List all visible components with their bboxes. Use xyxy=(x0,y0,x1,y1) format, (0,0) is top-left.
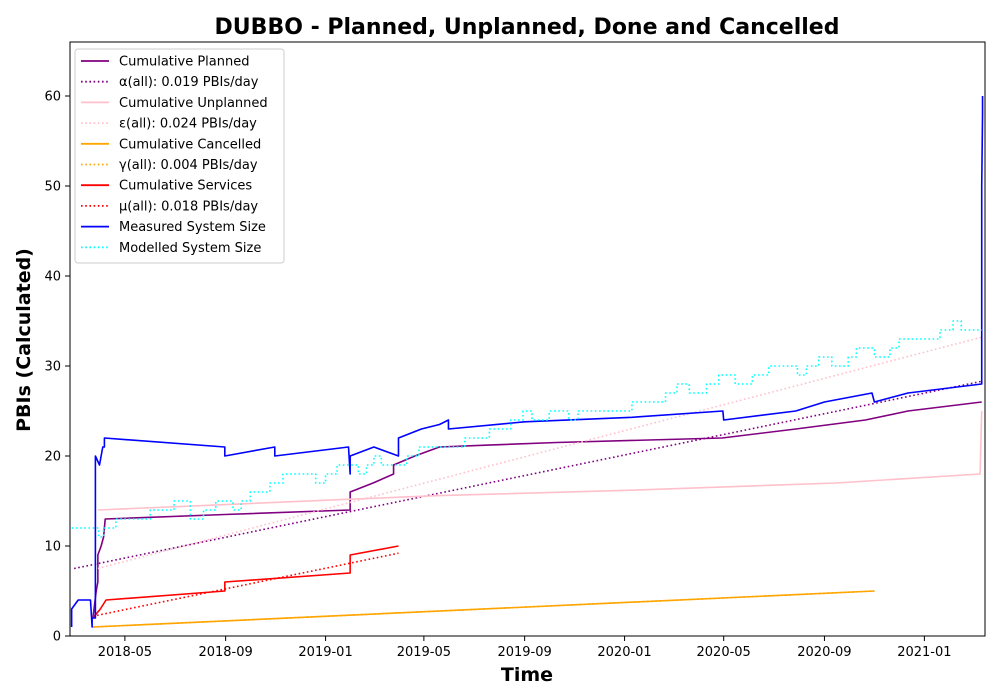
legend: Cumulative Planned α(all): 0.019 PBIs/day… xyxy=(74,48,285,264)
y-tick-label: 0 xyxy=(53,630,61,645)
legend-entry-label: Cumulative Planned xyxy=(119,55,249,70)
x-tick-label: 2019-01 xyxy=(298,645,352,660)
chart-title: DUBBO - Planned, Unplanned, Done and Can… xyxy=(215,15,840,40)
series-line-6 xyxy=(92,545,399,619)
legend-entry-label: ε(all): 0.024 PBIs/day xyxy=(119,117,257,132)
series-line-1 xyxy=(73,380,982,570)
series-lines xyxy=(70,96,984,628)
x-axis-label: Time xyxy=(501,664,553,686)
y-tick-label: 40 xyxy=(44,270,61,285)
y-tick-label: 30 xyxy=(44,360,61,375)
x-tick-label: 2020-05 xyxy=(697,645,751,660)
legend-entry-label: γ(all): 0.004 PBIs/day xyxy=(119,158,258,173)
series-line-2 xyxy=(97,410,983,511)
x-tick-label: 2018-09 xyxy=(198,645,252,660)
legend-box xyxy=(74,48,285,264)
y-axis-label: PBIs (Calculated) xyxy=(13,248,35,432)
legend-entry-label: Modelled System Size xyxy=(119,241,261,256)
legend-entry-label: Cumulative Services xyxy=(119,179,252,194)
legend-entry-label: α(all): 0.019 PBIs/day xyxy=(119,75,259,90)
x-tick-label: 2020-01 xyxy=(597,645,651,660)
y-tick-label: 50 xyxy=(44,180,61,195)
series-line-0 xyxy=(92,401,982,619)
plot-area xyxy=(69,41,986,637)
x-tick-label: 2019-09 xyxy=(497,645,551,660)
y-axis-ticks: 0 10 20 30 40 50 60 xyxy=(44,90,70,645)
y-tick-label: 60 xyxy=(44,90,61,105)
plot-frame xyxy=(69,41,986,637)
y-tick-label: 20 xyxy=(44,450,61,465)
series-line-3 xyxy=(97,336,982,570)
y-tick-label: 10 xyxy=(44,540,61,555)
series-line-8 xyxy=(70,96,984,628)
x-axis-ticks: 2018-05 2018-09 2019-01 2019-05 2019-09 2020-… xyxy=(98,636,952,660)
legend-entry-label: Cumulative Cancelled xyxy=(119,137,261,152)
series-line-7 xyxy=(92,552,399,617)
x-tick-label: 2020-09 xyxy=(797,645,851,660)
x-tick-label: 2018-05 xyxy=(98,645,152,660)
series-line-9 xyxy=(71,320,982,538)
x-tick-label: 2021-01 xyxy=(897,645,951,660)
series-line-5 xyxy=(92,590,875,628)
x-tick-label: 2019-05 xyxy=(397,645,451,660)
legend-entry-label: μ(all): 0.018 PBIs/day xyxy=(119,199,258,214)
legend-entry-label: Measured System Size xyxy=(119,220,266,235)
legend-entry-label: Cumulative Unplanned xyxy=(119,96,268,111)
